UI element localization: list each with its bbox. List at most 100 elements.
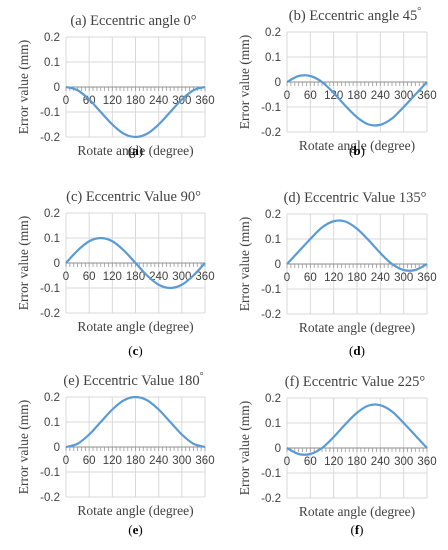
y-tick-label: 0.2	[265, 209, 281, 221]
y-tick-label: -0.2	[261, 493, 281, 505]
x-tick-label: 240	[149, 455, 168, 467]
chart-title: (d) Eccentric Value 135°	[284, 190, 427, 206]
x-tick-label: 360	[417, 456, 436, 468]
x-tick-label: 60	[83, 455, 96, 467]
series-line	[286, 219, 428, 272]
chart-svg: (b) Eccentric angle 45°0.20.10-0.1-0.20 6…	[237, 6, 437, 153]
panel-caption: (a)	[127, 143, 144, 158]
x-tick-label: 240	[149, 95, 168, 107]
x-tick-label: 300	[172, 455, 191, 467]
y-tick-label: 0.1	[265, 52, 281, 64]
x-tick-label: 300	[394, 272, 413, 284]
y-tick-label: -0.2	[40, 492, 60, 504]
panel-caption-letter: d	[353, 343, 361, 358]
y-tick-label: 0	[54, 82, 60, 94]
chart-svg: (e) Eccentric Value 180°0.20.10-0.1-0.20…	[16, 371, 215, 518]
x-tick-label: 360	[195, 95, 214, 107]
y-tick-label: -0.1	[261, 102, 281, 114]
panel-caption: (b)	[349, 143, 365, 158]
y-tick-label: 0.1	[44, 57, 60, 69]
panel-caption-letter: e	[132, 522, 139, 537]
x-tick-label: 180	[347, 272, 366, 284]
x-tick-label: 120	[324, 456, 343, 468]
y-tick-label: 0.2	[44, 208, 60, 220]
y-tick-label: -0.1	[261, 468, 281, 480]
chart-panel: (b) Eccentric angle 45° 0.2 0.1 0 -0.1 -0.2 0 6…	[221, 0, 446, 185]
x-tick-label: 60	[83, 271, 96, 283]
chart-svg: (d) Eccentric Value 135°0.20.10-0.1-0.20…	[237, 190, 437, 335]
y-tick-label: -0.1	[40, 107, 60, 119]
x-tick-label: 300	[394, 90, 413, 102]
x-axis-label: Rotate angle (degree)	[299, 504, 415, 519]
y-axis-label: Error value (mm)	[237, 401, 252, 495]
x-tick-label: 60	[304, 90, 317, 102]
x-tick-label: 240	[371, 272, 390, 284]
panel-caption: (e)	[128, 522, 143, 537]
y-axis-label: Error value (mm)	[16, 216, 31, 310]
y-axis-label: Error value (mm)	[237, 35, 252, 129]
y-axis-label: Error value (mm)	[16, 400, 31, 494]
title-degree-mark: °	[417, 6, 421, 17]
y-axis-label: Error value (mm)	[237, 217, 252, 311]
x-axis-label: Rotate angle (degree)	[299, 320, 415, 335]
x-tick-label: 0	[284, 272, 290, 284]
y-tick-label: 0.1	[44, 233, 60, 245]
y-tick-label: 0	[275, 443, 281, 455]
series-line	[286, 403, 428, 456]
x-tick-label: 0	[284, 90, 290, 102]
title-degree-mark: °	[200, 371, 204, 382]
chart-svg: (a) Eccentric angle 0°0.20.10-0.1-0.20 60…	[16, 13, 215, 158]
series-line	[65, 236, 206, 290]
x-tick-label: 180	[347, 456, 366, 468]
x-tick-label: 0	[63, 95, 69, 107]
y-tick-label: 0	[275, 77, 281, 89]
chart-title: (c) Eccentric Value 90°	[66, 189, 201, 205]
y-axis-label: Error value (mm)	[16, 40, 31, 134]
x-tick-label: 60	[304, 456, 317, 468]
x-tick-label: 360	[417, 272, 436, 284]
x-axis-label: Rotate angle (degree)	[77, 143, 193, 158]
panel-caption-letter: b	[353, 143, 361, 158]
chart-panel: (a) Eccentric angle 0° 0.2 0.1 0 -0.1 -0.2 0 60…	[0, 0, 225, 185]
y-tick-label: -0.2	[40, 132, 60, 144]
panel-caption-letter: f	[354, 522, 360, 537]
series-line	[286, 74, 428, 127]
y-tick-label: -0.1	[40, 467, 60, 479]
chart-panel: (c) Eccentric Value 90° 0.2 0.1 0 -0.1 -0.2 0 6…	[0, 180, 225, 365]
x-tick-label: 120	[103, 271, 122, 283]
chart-panel: (e) Eccentric Value 180° 0.2 0.1 0 -0.1 -0.2 0…	[0, 360, 225, 545]
series-line	[65, 395, 206, 449]
chart-panel: (d) Eccentric Value 135° 0.2 0.1 0 -0.1 -0.2 0…	[221, 180, 446, 365]
x-tick-label: 360	[417, 90, 436, 102]
y-tick-label: 0.1	[265, 234, 281, 246]
chart-title: (f) Eccentric Value 225°	[285, 374, 426, 390]
chart-svg: (c) Eccentric Value 90°0.20.10-0.1-0.20 6…	[16, 189, 215, 334]
x-tick-label: 0	[63, 455, 69, 467]
y-tick-label: 0.1	[265, 418, 281, 430]
x-tick-label: 360	[195, 271, 214, 283]
x-tick-label: 0	[284, 456, 290, 468]
x-tick-label: 240	[371, 90, 390, 102]
y-tick-label: 0.2	[44, 32, 60, 44]
x-tick-label: 120	[324, 272, 343, 284]
chart-title: (e) Eccentric Value 180°	[63, 371, 203, 389]
panel-caption: (f)	[350, 522, 364, 537]
x-tick-label: 60	[304, 272, 317, 284]
y-tick-label: -0.2	[261, 127, 281, 139]
x-tick-label: 240	[371, 456, 390, 468]
y-tick-label: -0.1	[40, 283, 60, 295]
x-axis-label: Rotate angle (degree)	[77, 319, 193, 334]
x-tick-label: 120	[103, 95, 122, 107]
x-axis-label: Rotate angle (degree)	[77, 503, 193, 518]
x-tick-label: 0	[63, 271, 69, 283]
y-tick-label: -0.2	[261, 309, 281, 321]
x-tick-label: 120	[103, 455, 122, 467]
y-tick-label: 0.1	[44, 417, 60, 429]
panel-caption: (d)	[349, 343, 365, 358]
panel-caption-letter: a	[132, 143, 139, 158]
y-tick-label: 0.2	[265, 393, 281, 405]
chart-svg: (f) Eccentric Value 225°0.20.10-0.1-0.20…	[237, 374, 437, 519]
x-tick-label: 240	[149, 271, 168, 283]
y-tick-label: 0	[275, 259, 281, 271]
